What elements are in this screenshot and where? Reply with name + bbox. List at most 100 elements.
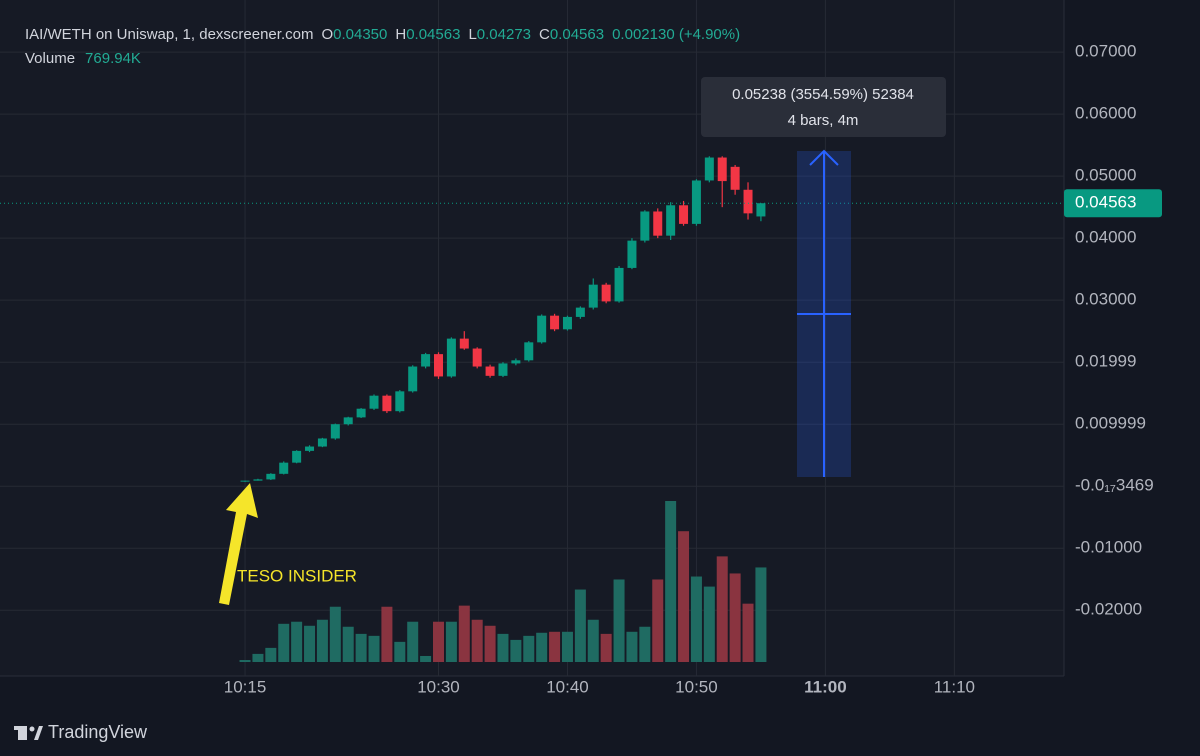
measure-text: 4 bars, 4m [788,112,859,129]
volume-bar [342,626,354,662]
volume-bar [665,501,677,662]
y-tick-label: 0.06000 [1075,104,1136,123]
measure-text: 0.05238 (3554.59%) 52384 [732,86,914,103]
x-tick-label: 11:10 [934,677,975,696]
volume-bar [458,605,470,662]
ohlc-label: L [468,26,476,43]
volume-bar [716,556,728,662]
y-tick-label: -0.0₁₇3469 [1075,476,1154,495]
candle-body [433,354,443,377]
volume-label: Volume [25,50,75,67]
y-tick-label: 0.04000 [1075,228,1136,247]
candle-body [446,338,456,377]
measure-tooltip [701,77,946,137]
volume-bar [678,531,690,662]
volume-bar [252,653,264,662]
candle-body [266,473,276,480]
change: 0.002130 (+4.90%) [612,26,740,43]
volume-bar [742,603,754,662]
candle-body [550,315,560,330]
volume-bar [729,573,741,662]
candle-body [679,205,689,224]
volume-bar [600,633,612,662]
candle-body [498,363,508,376]
candle-body [382,395,392,412]
x-tick-label: 11:00 [804,677,847,696]
measure-arrow [809,149,839,166]
candle-body [317,438,327,447]
volume-bar [394,641,406,662]
last-price-tag [1064,189,1162,218]
volume-bar [587,619,599,662]
y-tick-label: 0.009999 [1075,414,1146,433]
volume-bar [484,625,496,662]
volume-bar [703,586,715,662]
volume-bar [523,635,535,662]
candle-body [704,157,714,181]
volume-bar [561,631,573,662]
ohlc-value: 0.04350 [333,26,387,43]
volume-bar [497,633,509,662]
volume-bar [368,635,380,662]
volume-bar [652,579,664,662]
candle-body [743,189,753,214]
candle-body [459,338,469,349]
volume-bar [265,647,277,662]
volume-header: Volume 769.94K [25,50,141,67]
volume-bar [549,631,561,662]
x-tick-label: 10:15 [224,677,267,696]
candle-body [601,284,611,302]
y-tick-label: 0.03000 [1075,290,1136,309]
volume-bar [471,619,483,662]
header: IAI/WETH on Uniswap, 1, dexscreener.com O… [25,26,740,43]
candle-body [279,462,289,474]
brand-logo [14,726,43,740]
candle-body [421,354,431,367]
candle-body [408,366,418,392]
candle-body [240,480,250,482]
volume-bar [755,567,767,662]
ohlc-label: C [539,26,550,43]
candle-body [562,316,572,330]
candle-body [537,315,547,343]
y-tick-label: 0.07000 [1075,42,1136,61]
ohlc-value: 0.04563 [406,26,460,43]
volume-bar [432,621,444,662]
y-tick-label: 0.01999 [1075,352,1136,371]
volume-bar [381,606,393,662]
ohlc-label: O [321,26,333,43]
volume-bar [278,623,290,662]
candle-body [717,157,727,182]
candle-body [614,267,624,302]
candle-body [575,307,585,317]
volume-bar [510,639,522,662]
candle-body [756,203,766,217]
volume-bar [407,621,419,662]
candle-body [691,180,701,224]
y-tick-label: -0.01000 [1075,538,1142,557]
candle-body [524,342,534,361]
volume-bar [239,660,251,662]
candle-body [253,479,263,481]
volume-bar [639,626,651,662]
volume-bar [329,606,341,662]
volume-bar [536,632,548,662]
candle-body [343,417,353,425]
y-tick-label: -0.02000 [1075,600,1142,619]
candle-body [653,211,663,236]
candle-body [472,348,482,367]
volume-bar [291,621,303,662]
candle-body [627,240,637,268]
x-tick-label: 10:30 [417,677,460,696]
candle-body [330,424,340,439]
volume-bar [445,621,457,662]
volume-value: 769.94K [85,50,141,67]
y-tick-label: 0.05000 [1075,166,1136,185]
candle-body [588,284,598,308]
x-tick-label: 10:40 [546,677,589,696]
candle-body [511,360,521,364]
volume-bar [355,633,367,662]
volume-bar [690,576,702,662]
volume-bar [626,631,638,662]
